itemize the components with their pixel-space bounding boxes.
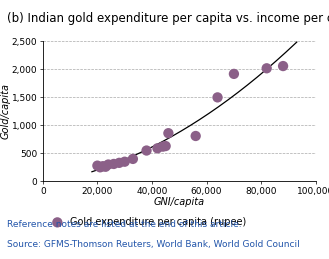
- Gold expenditure per capita (rupee): [111, 162, 116, 166]
- Gold expenditure per capita (rupee): [280, 64, 286, 68]
- Legend: Gold expenditure per capita (rupee): Gold expenditure per capita (rupee): [48, 217, 246, 227]
- Gold expenditure per capita (rupee): [166, 131, 171, 135]
- Text: Source: GFMS-Thomson Reuters, World Bank, World Gold Council: Source: GFMS-Thomson Reuters, World Bank…: [7, 240, 299, 249]
- Gold expenditure per capita (rupee): [95, 164, 100, 168]
- Gold expenditure per capita (rupee): [264, 66, 269, 70]
- Gold expenditure per capita (rupee): [106, 162, 111, 167]
- X-axis label: GNI/capita: GNI/capita: [154, 197, 205, 207]
- Gold expenditure per capita (rupee): [97, 165, 103, 169]
- Gold expenditure per capita (rupee): [163, 144, 168, 148]
- Gold expenditure per capita (rupee): [103, 165, 108, 169]
- Gold expenditure per capita (rupee): [116, 161, 122, 165]
- Text: Reference notes are listed at the end of this article.: Reference notes are listed at the end of…: [7, 220, 241, 229]
- Gold expenditure per capita (rupee): [122, 160, 127, 164]
- Y-axis label: Gold/capita: Gold/capita: [0, 83, 10, 139]
- Gold expenditure per capita (rupee): [231, 72, 237, 76]
- Gold expenditure per capita (rupee): [144, 148, 149, 153]
- Text: (b) Indian gold expenditure per capita vs. income per capita: (b) Indian gold expenditure per capita v…: [7, 12, 329, 25]
- Gold expenditure per capita (rupee): [215, 95, 220, 99]
- Gold expenditure per capita (rupee): [130, 157, 136, 161]
- Gold expenditure per capita (rupee): [100, 164, 106, 168]
- Gold expenditure per capita (rupee): [160, 145, 165, 149]
- Gold expenditure per capita (rupee): [155, 146, 160, 150]
- Gold expenditure per capita (rupee): [193, 134, 198, 138]
